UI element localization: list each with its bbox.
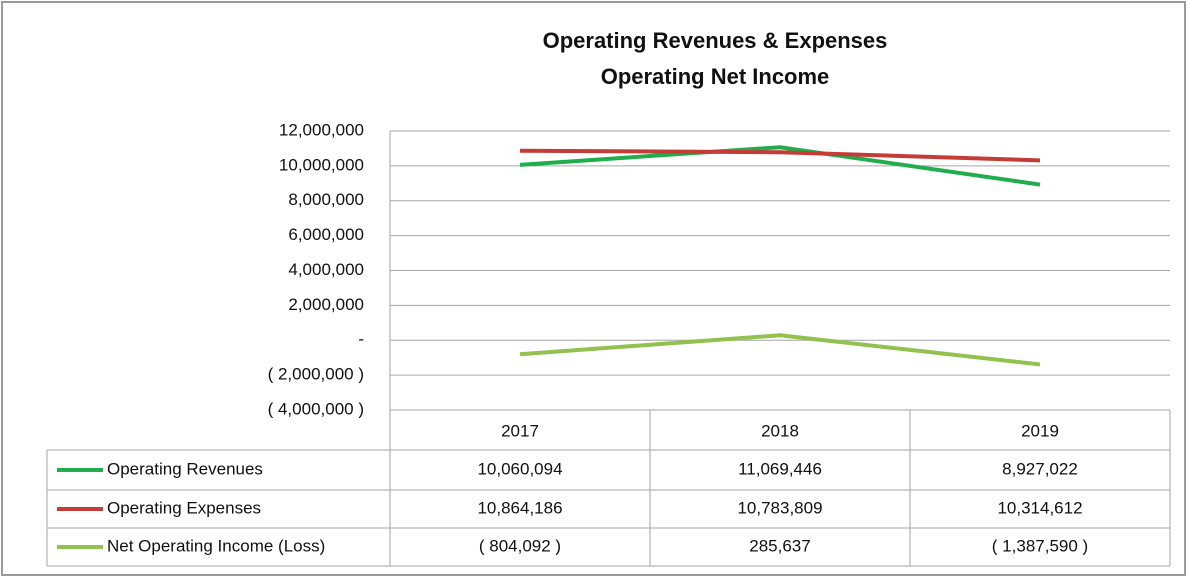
series-line (519, 148, 1041, 163)
table-value: 10,314,612 (997, 498, 1082, 517)
table-value: 10,783,809 (737, 498, 822, 517)
table-value: 285,637 (749, 536, 810, 555)
y-tick-label: 2,000,000 (288, 295, 364, 314)
table-value: ( 804,092 ) (479, 536, 561, 555)
chart-title: Operating Revenues & Expenses (543, 28, 888, 53)
x-tick-label: 2017 (501, 421, 539, 440)
table-value: ( 1,387,590 ) (992, 536, 1088, 555)
y-tick-label: 6,000,000 (288, 225, 364, 244)
y-tick-label: ( 2,000,000 ) (268, 365, 364, 384)
legend-label: Net Operating Income (Loss) (107, 536, 325, 555)
series-line (519, 333, 1041, 367)
chart-subtitle: Operating Net Income (601, 64, 830, 89)
legend-label: Operating Expenses (107, 498, 261, 517)
y-tick-label: ( 4,000,000 ) (268, 399, 364, 418)
y-tick-label: 4,000,000 (288, 260, 364, 279)
table-value: 11,069,446 (738, 459, 822, 478)
y-tick-label: 12,000,000 (279, 120, 364, 139)
x-tick-label: 2019 (1021, 421, 1059, 440)
table-value: 10,060,094 (477, 459, 562, 478)
series-line (519, 145, 1041, 187)
x-tick-label: 2018 (761, 421, 799, 440)
y-tick-label: 10,000,000 (279, 155, 364, 174)
table-value: 10,864,186 (477, 498, 562, 517)
y-tick-label: - (358, 330, 364, 349)
y-tick-label: 8,000,000 (288, 190, 364, 209)
legend-label: Operating Revenues (107, 459, 263, 478)
table-value: 8,927,022 (1002, 459, 1078, 478)
